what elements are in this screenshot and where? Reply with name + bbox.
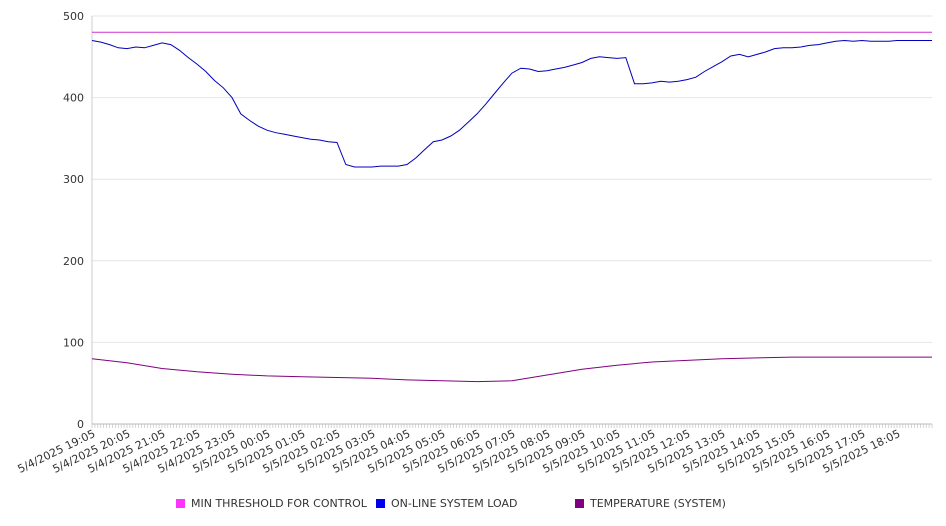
line-temperature (91, 356, 932, 383)
x-tick-labels: 5/4/2025 19:055/4/2025 20:055/4/2025 21:… (16, 427, 903, 476)
y-tick-label-500: 500 (63, 10, 84, 23)
line-system-load (91, 39, 932, 168)
legend-swatch-min-threshold (176, 499, 185, 508)
legend-swatch-temperature (575, 499, 584, 508)
legend-swatch-system-load (376, 499, 385, 508)
y-tick-labels: 0 100 200 300 400 500 (63, 10, 84, 431)
legend-label-temperature: TEMPERATURE (SYSTEM) (590, 497, 726, 510)
axes (91, 16, 933, 428)
legend-label-min-threshold: MIN THRESHOLD FOR CONTROL (191, 497, 367, 510)
legend: MIN THRESHOLD FOR CONTROL ON-LINE SYSTEM… (0, 497, 946, 517)
y-tick-label-400: 400 (63, 92, 84, 105)
y-tick-label-0: 0 (77, 418, 84, 431)
legend-item-min-threshold: MIN THRESHOLD FOR CONTROL (176, 497, 367, 510)
grid-lines (92, 15, 932, 343)
series-lines (91, 31, 932, 383)
y-tick-label-200: 200 (63, 255, 84, 268)
legend-item-temperature: TEMPERATURE (SYSTEM) (575, 497, 726, 510)
y-tick-label-300: 300 (63, 173, 84, 186)
legend-item-system-load: ON-LINE SYSTEM LOAD (376, 497, 517, 510)
legend-label-system-load: ON-LINE SYSTEM LOAD (391, 497, 518, 510)
y-tick-label-100: 100 (63, 336, 84, 349)
